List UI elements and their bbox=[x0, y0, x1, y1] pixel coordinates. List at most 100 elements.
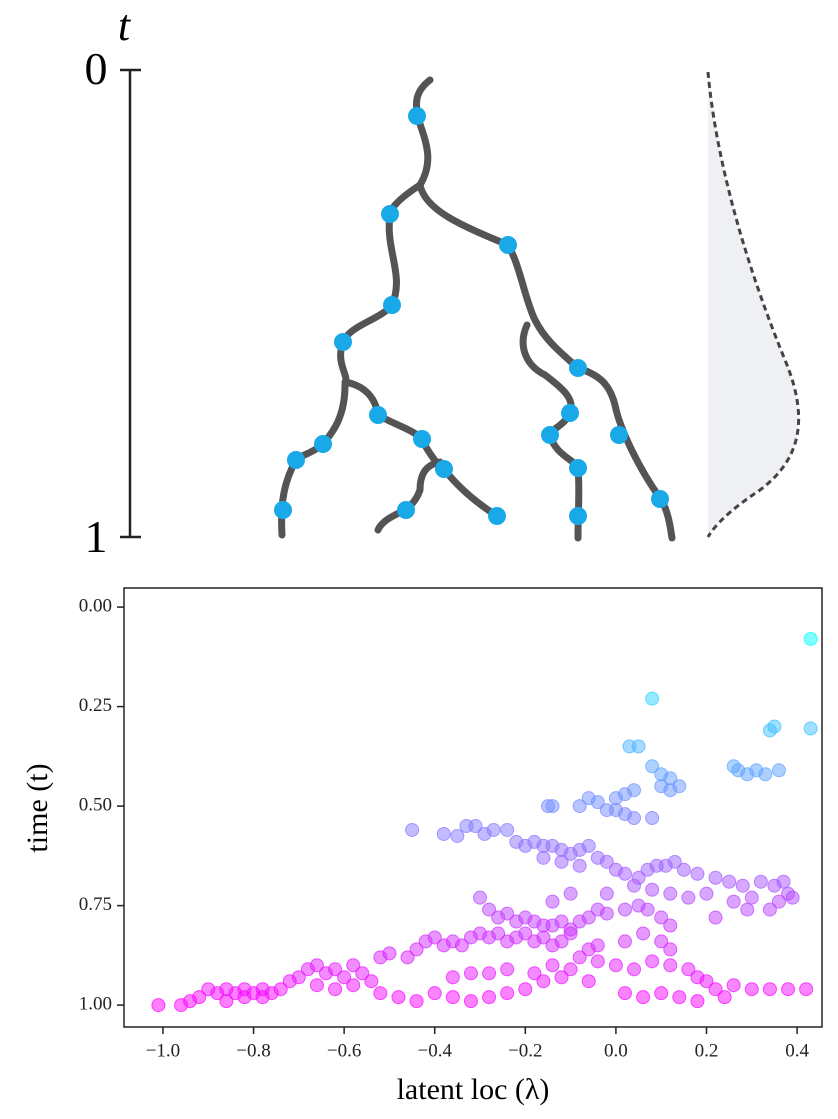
scatter-plot: latent loc (λ) time (t) −1.0 −0.8 −0.6 −0.4… bbox=[21, 587, 823, 1106]
point bbox=[740, 902, 755, 917]
point bbox=[581, 838, 596, 853]
y-axis-label: time (t) bbox=[21, 763, 54, 852]
point bbox=[708, 870, 723, 885]
point bbox=[654, 767, 669, 782]
point bbox=[255, 990, 270, 1005]
point bbox=[645, 882, 660, 897]
point bbox=[645, 954, 660, 969]
point bbox=[237, 990, 252, 1005]
point bbox=[500, 906, 515, 921]
point bbox=[563, 926, 578, 941]
y-tick-label: 0.25 bbox=[79, 695, 112, 716]
point bbox=[627, 962, 642, 977]
x-tick-label: 0.0 bbox=[604, 1040, 628, 1061]
point bbox=[500, 986, 515, 1001]
point bbox=[436, 826, 451, 841]
point bbox=[309, 958, 324, 973]
point bbox=[726, 894, 741, 909]
point bbox=[491, 926, 506, 941]
point bbox=[640, 902, 655, 917]
point bbox=[382, 946, 397, 961]
point bbox=[762, 982, 777, 997]
point bbox=[554, 854, 569, 869]
point bbox=[676, 862, 691, 877]
point bbox=[681, 890, 696, 905]
point bbox=[536, 850, 551, 865]
point bbox=[450, 828, 465, 843]
point bbox=[708, 982, 723, 997]
point bbox=[776, 874, 791, 889]
point bbox=[590, 938, 605, 953]
point bbox=[645, 691, 660, 706]
point bbox=[500, 822, 515, 837]
point bbox=[617, 986, 632, 1001]
point bbox=[346, 958, 361, 973]
point bbox=[599, 803, 614, 818]
point bbox=[328, 962, 343, 977]
point bbox=[572, 950, 587, 965]
point bbox=[463, 994, 478, 1009]
point bbox=[486, 822, 501, 837]
points bbox=[151, 631, 818, 1013]
tree-nodes bbox=[274, 107, 669, 525]
point bbox=[527, 966, 542, 981]
y-tick-label: 0.75 bbox=[79, 894, 112, 915]
point bbox=[599, 906, 614, 921]
point bbox=[645, 811, 660, 826]
point bbox=[563, 886, 578, 901]
point bbox=[554, 934, 569, 949]
point bbox=[518, 982, 533, 997]
point bbox=[667, 854, 682, 869]
point bbox=[663, 942, 678, 957]
tree-diagram: t 0 1 bbox=[85, 1, 801, 562]
point bbox=[608, 958, 623, 973]
point bbox=[536, 974, 551, 989]
point bbox=[627, 811, 642, 826]
point bbox=[771, 763, 786, 778]
point bbox=[454, 938, 469, 953]
point bbox=[726, 978, 741, 993]
point bbox=[581, 974, 596, 989]
x-tick-label: 0.4 bbox=[785, 1040, 809, 1061]
point bbox=[409, 994, 424, 1009]
point bbox=[799, 982, 814, 997]
point bbox=[482, 990, 497, 1005]
point bbox=[201, 982, 216, 997]
point bbox=[654, 986, 669, 1001]
point bbox=[803, 631, 818, 646]
point bbox=[373, 986, 388, 1001]
point bbox=[717, 990, 732, 1005]
point bbox=[617, 866, 632, 881]
point bbox=[500, 962, 515, 977]
point bbox=[735, 878, 750, 893]
point bbox=[636, 990, 651, 1005]
point bbox=[690, 866, 705, 881]
point bbox=[753, 874, 768, 889]
point bbox=[708, 910, 723, 925]
point bbox=[482, 966, 497, 981]
point bbox=[636, 926, 651, 941]
point bbox=[364, 974, 379, 989]
point bbox=[762, 723, 777, 738]
point bbox=[391, 990, 406, 1005]
point bbox=[781, 982, 796, 997]
point bbox=[572, 799, 587, 814]
point bbox=[581, 910, 596, 925]
point bbox=[445, 970, 460, 985]
point bbox=[473, 890, 488, 905]
point bbox=[599, 854, 614, 869]
point bbox=[545, 894, 560, 909]
point bbox=[468, 819, 483, 834]
x-tick-label: −0.4 bbox=[417, 1040, 452, 1061]
point bbox=[654, 910, 669, 925]
point bbox=[445, 990, 460, 1005]
time-axis bbox=[120, 68, 141, 539]
time-start-label: 0 bbox=[85, 43, 108, 94]
point bbox=[617, 934, 632, 949]
point bbox=[744, 982, 759, 997]
point bbox=[785, 890, 800, 905]
point bbox=[672, 990, 687, 1005]
point bbox=[427, 930, 442, 945]
point bbox=[518, 926, 533, 941]
point bbox=[355, 966, 370, 981]
